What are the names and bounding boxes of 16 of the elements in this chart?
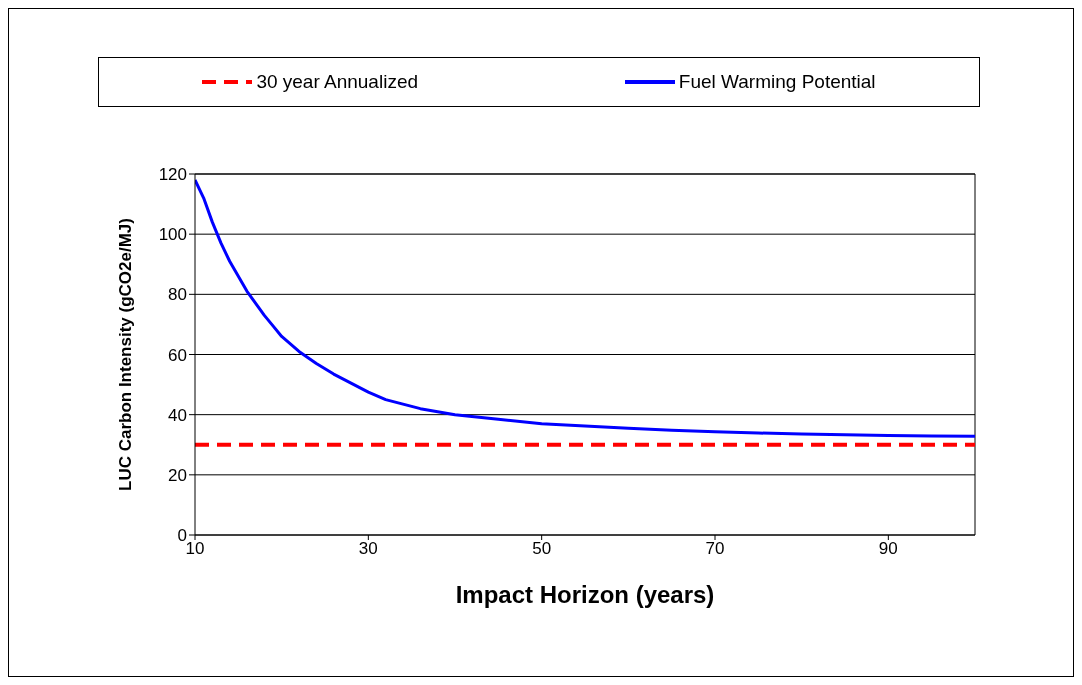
x-tick-label: 70 — [705, 539, 725, 559]
x-tick-label: 10 — [185, 539, 205, 559]
y-tick-label: 0 — [177, 526, 187, 546]
y-tick-label: 120 — [158, 165, 187, 185]
x-tick-label: 90 — [878, 539, 898, 559]
y-tick-label: 40 — [168, 405, 187, 425]
y-axis-title: LUC Carbon Intensity (gCO2e/MJ) — [116, 218, 136, 491]
x-axis-title: Impact Horizon (years) — [455, 581, 715, 608]
legend-label: Fuel Warming Potential — [678, 71, 876, 93]
x-tick-label: 30 — [358, 539, 378, 559]
legend-label: 30 year Annualized — [256, 71, 419, 93]
y-tick-label: 80 — [168, 285, 187, 305]
y-tick-label: 100 — [158, 225, 187, 245]
x-tick-label: 50 — [532, 539, 552, 559]
y-tick-label: 60 — [168, 345, 187, 365]
y-tick-label: 20 — [168, 465, 187, 485]
